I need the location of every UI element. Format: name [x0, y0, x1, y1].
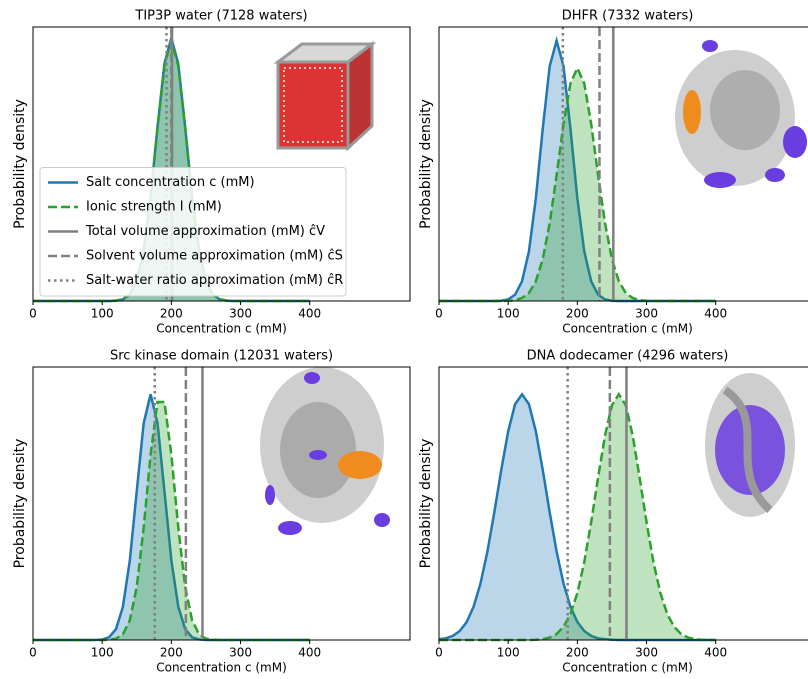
inset-dna — [705, 373, 795, 517]
subplot: DNA dodecamer (4296 waters) 0 100 200 300 400… — [418, 349, 808, 675]
x-tick-label: 400 — [298, 646, 321, 660]
axes-frame — [438, 26, 808, 302]
subplot: TIP3P water (7128 waters) 0 100 200 300 400 Co… — [12, 9, 411, 336]
density-area — [439, 40, 716, 301]
subplot-title: DHFR (7332 waters) — [562, 9, 694, 24]
subplot-title: DNA dodecamer (4296 waters) — [527, 349, 729, 364]
x-tick-label: 400 — [298, 307, 321, 321]
x-tick-label: 0 — [29, 646, 37, 660]
x-axis-label: Concentration c (mM) — [156, 322, 287, 336]
x-tick-label: 300 — [635, 307, 658, 321]
legend-label: Ionic strength I (mM) — [86, 200, 222, 215]
x-tick-label: 200 — [160, 307, 183, 321]
x-tick-label: 100 — [91, 646, 114, 660]
density-area — [439, 394, 716, 640]
x-tick-label: 200 — [566, 646, 589, 660]
legend-box — [39, 167, 347, 297]
x-tick-label: 300 — [229, 646, 252, 660]
x-tick-label: 400 — [704, 646, 727, 660]
x-tick-label: 100 — [497, 646, 520, 660]
legend-label: Salt-water ratio approximation (mM) ĉR — [86, 273, 343, 288]
subplot-title: TIP3P water (7128 waters) — [134, 9, 307, 24]
y-axis-label: Probability density — [12, 439, 28, 569]
inset-water-box — [273, 41, 377, 152]
x-axis-label: Concentration c (mM) — [562, 322, 693, 336]
density-area — [33, 394, 310, 640]
axes-frame — [438, 366, 808, 641]
density-area — [439, 394, 716, 640]
x-axis-label: Concentration c (mM) — [156, 661, 287, 675]
subplot: Src kinase domain (12031 waters) 0 100 200 3… — [12, 349, 411, 675]
subplot: DHFR (7332 waters) 0 100 200 300 400 Concentra… — [418, 9, 808, 336]
y-axis-label: Probability density — [12, 99, 28, 229]
y-axis-label: Probability density — [418, 99, 434, 229]
density-area — [33, 401, 310, 640]
x-axis-label: Concentration c (mM) — [562, 661, 693, 675]
x-tick-label: 0 — [435, 307, 443, 321]
legend-label: Solvent volume approximation (mM) ĉS — [86, 249, 343, 264]
x-tick-label: 300 — [635, 646, 658, 660]
y-axis-label: Probability density — [418, 439, 434, 569]
legend-label: Salt concentration c (mM) — [86, 175, 255, 190]
x-tick-label: 200 — [566, 307, 589, 321]
axes-frame — [32, 366, 411, 641]
x-tick-label: 0 — [29, 307, 37, 321]
density-area — [439, 68, 716, 301]
x-tick-label: 100 — [91, 307, 114, 321]
x-tick-label: 200 — [160, 646, 183, 660]
axes-frame — [32, 26, 411, 302]
x-tick-label: 400 — [704, 307, 727, 321]
inset-dhfr — [675, 40, 807, 188]
x-tick-label: 0 — [435, 646, 443, 660]
legend-label: Total volume approximation (mM) ĉV — [85, 224, 325, 239]
x-tick-label: 100 — [497, 307, 520, 321]
legend: Salt concentration c (mM) Ionic strength … — [39, 167, 347, 297]
subplot-title: Src kinase domain (12031 waters) — [110, 349, 333, 364]
inset-src-kinase — [260, 367, 390, 535]
x-tick-label: 300 — [229, 307, 252, 321]
